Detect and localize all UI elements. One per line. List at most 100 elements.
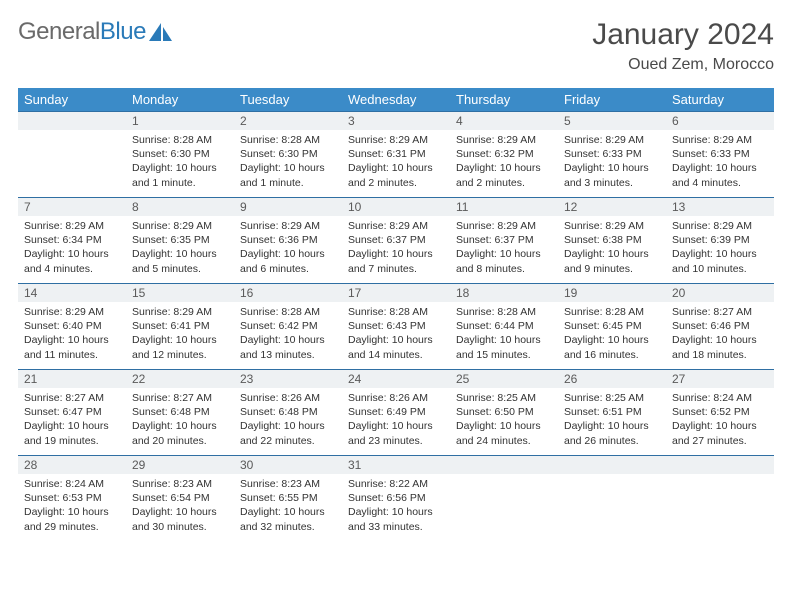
sunset-line: Sunset: 6:53 PM (24, 491, 120, 505)
calendar-cell: 4Sunrise: 8:29 AMSunset: 6:32 PMDaylight… (450, 111, 558, 197)
logo-text-gray: General (18, 18, 100, 46)
sunrise-line: Sunrise: 8:29 AM (672, 219, 768, 233)
calendar-cell: 22Sunrise: 8:27 AMSunset: 6:48 PMDayligh… (126, 369, 234, 455)
calendar-cell: 8Sunrise: 8:29 AMSunset: 6:35 PMDaylight… (126, 197, 234, 283)
location: Oued Zem, Morocco (592, 56, 774, 74)
daylight-line: Daylight: 10 hours and 32 minutes. (240, 505, 336, 533)
daylight-line: Daylight: 10 hours and 30 minutes. (132, 505, 228, 533)
sunrise-line: Sunrise: 8:28 AM (456, 305, 552, 319)
daylight-line: Daylight: 10 hours and 19 minutes. (24, 419, 120, 447)
sunrise-line: Sunrise: 8:29 AM (348, 133, 444, 147)
day-content: Sunrise: 8:29 AMSunset: 6:33 PMDaylight:… (666, 130, 774, 194)
calendar-cell (450, 455, 558, 541)
day-number: 24 (342, 369, 450, 388)
sunrise-line: Sunrise: 8:29 AM (24, 305, 120, 319)
calendar-cell: 6Sunrise: 8:29 AMSunset: 6:33 PMDaylight… (666, 111, 774, 197)
calendar-row: 1Sunrise: 8:28 AMSunset: 6:30 PMDaylight… (18, 111, 774, 197)
calendar-cell: 29Sunrise: 8:23 AMSunset: 6:54 PMDayligh… (126, 455, 234, 541)
day-header: Thursday (450, 88, 558, 111)
sunrise-line: Sunrise: 8:29 AM (132, 219, 228, 233)
sunrise-line: Sunrise: 8:27 AM (24, 391, 120, 405)
day-header: Tuesday (234, 88, 342, 111)
daylight-line: Daylight: 10 hours and 11 minutes. (24, 333, 120, 361)
daylight-line: Daylight: 10 hours and 33 minutes. (348, 505, 444, 533)
sunset-line: Sunset: 6:38 PM (564, 233, 660, 247)
logo-sail-icon (148, 21, 174, 43)
daylight-line: Daylight: 10 hours and 13 minutes. (240, 333, 336, 361)
daylight-line: Daylight: 10 hours and 24 minutes. (456, 419, 552, 447)
daylight-line: Daylight: 10 hours and 23 minutes. (348, 419, 444, 447)
day-number: 17 (342, 283, 450, 302)
sunset-line: Sunset: 6:39 PM (672, 233, 768, 247)
sunrise-line: Sunrise: 8:28 AM (132, 133, 228, 147)
calendar-cell: 7Sunrise: 8:29 AMSunset: 6:34 PMDaylight… (18, 197, 126, 283)
day-number: 20 (666, 283, 774, 302)
sunrise-line: Sunrise: 8:29 AM (564, 133, 660, 147)
month-title: January 2024 (592, 18, 774, 52)
sunset-line: Sunset: 6:42 PM (240, 319, 336, 333)
sunset-line: Sunset: 6:30 PM (132, 147, 228, 161)
sunset-line: Sunset: 6:37 PM (348, 233, 444, 247)
day-content: Sunrise: 8:23 AMSunset: 6:55 PMDaylight:… (234, 474, 342, 538)
daylight-line: Daylight: 10 hours and 15 minutes. (456, 333, 552, 361)
calendar-cell: 16Sunrise: 8:28 AMSunset: 6:42 PMDayligh… (234, 283, 342, 369)
calendar-cell: 9Sunrise: 8:29 AMSunset: 6:36 PMDaylight… (234, 197, 342, 283)
calendar-header-row: SundayMondayTuesdayWednesdayThursdayFrid… (18, 88, 774, 111)
day-header: Sunday (18, 88, 126, 111)
calendar-cell: 23Sunrise: 8:26 AMSunset: 6:48 PMDayligh… (234, 369, 342, 455)
daylight-line: Daylight: 10 hours and 27 minutes. (672, 419, 768, 447)
day-number: 16 (234, 283, 342, 302)
sunset-line: Sunset: 6:52 PM (672, 405, 768, 419)
day-content: Sunrise: 8:29 AMSunset: 6:35 PMDaylight:… (126, 216, 234, 280)
calendar-cell: 1Sunrise: 8:28 AMSunset: 6:30 PMDaylight… (126, 111, 234, 197)
calendar-cell: 30Sunrise: 8:23 AMSunset: 6:55 PMDayligh… (234, 455, 342, 541)
sunrise-line: Sunrise: 8:22 AM (348, 477, 444, 491)
day-number: 29 (126, 455, 234, 474)
sunrise-line: Sunrise: 8:29 AM (672, 133, 768, 147)
daylight-line: Daylight: 10 hours and 1 minute. (132, 161, 228, 189)
day-number: 14 (18, 283, 126, 302)
daylight-line: Daylight: 10 hours and 6 minutes. (240, 247, 336, 275)
sunset-line: Sunset: 6:43 PM (348, 319, 444, 333)
day-content: Sunrise: 8:28 AMSunset: 6:42 PMDaylight:… (234, 302, 342, 366)
day-number (450, 455, 558, 474)
day-number: 21 (18, 369, 126, 388)
day-content: Sunrise: 8:22 AMSunset: 6:56 PMDaylight:… (342, 474, 450, 538)
calendar-cell: 5Sunrise: 8:29 AMSunset: 6:33 PMDaylight… (558, 111, 666, 197)
calendar-cell: 26Sunrise: 8:25 AMSunset: 6:51 PMDayligh… (558, 369, 666, 455)
sunrise-line: Sunrise: 8:24 AM (672, 391, 768, 405)
calendar-cell: 28Sunrise: 8:24 AMSunset: 6:53 PMDayligh… (18, 455, 126, 541)
day-number: 30 (234, 455, 342, 474)
sunset-line: Sunset: 6:49 PM (348, 405, 444, 419)
day-content: Sunrise: 8:29 AMSunset: 6:40 PMDaylight:… (18, 302, 126, 366)
sunrise-line: Sunrise: 8:29 AM (240, 219, 336, 233)
calendar-row: 21Sunrise: 8:27 AMSunset: 6:47 PMDayligh… (18, 369, 774, 455)
calendar-cell (18, 111, 126, 197)
calendar-cell: 2Sunrise: 8:28 AMSunset: 6:30 PMDaylight… (234, 111, 342, 197)
daylight-line: Daylight: 10 hours and 1 minute. (240, 161, 336, 189)
sunset-line: Sunset: 6:40 PM (24, 319, 120, 333)
daylight-line: Daylight: 10 hours and 2 minutes. (348, 161, 444, 189)
sunset-line: Sunset: 6:33 PM (564, 147, 660, 161)
sunset-line: Sunset: 6:54 PM (132, 491, 228, 505)
day-content: Sunrise: 8:25 AMSunset: 6:50 PMDaylight:… (450, 388, 558, 452)
day-header: Friday (558, 88, 666, 111)
day-number: 8 (126, 197, 234, 216)
daylight-line: Daylight: 10 hours and 12 minutes. (132, 333, 228, 361)
day-header: Saturday (666, 88, 774, 111)
daylight-line: Daylight: 10 hours and 14 minutes. (348, 333, 444, 361)
sunrise-line: Sunrise: 8:29 AM (348, 219, 444, 233)
sunrise-line: Sunrise: 8:27 AM (132, 391, 228, 405)
day-number: 10 (342, 197, 450, 216)
day-number: 18 (450, 283, 558, 302)
sunrise-line: Sunrise: 8:29 AM (456, 133, 552, 147)
calendar-cell: 31Sunrise: 8:22 AMSunset: 6:56 PMDayligh… (342, 455, 450, 541)
day-number: 26 (558, 369, 666, 388)
day-content: Sunrise: 8:29 AMSunset: 6:41 PMDaylight:… (126, 302, 234, 366)
calendar-cell: 13Sunrise: 8:29 AMSunset: 6:39 PMDayligh… (666, 197, 774, 283)
calendar-cell: 15Sunrise: 8:29 AMSunset: 6:41 PMDayligh… (126, 283, 234, 369)
sunset-line: Sunset: 6:48 PM (240, 405, 336, 419)
daylight-line: Daylight: 10 hours and 16 minutes. (564, 333, 660, 361)
calendar-row: 28Sunrise: 8:24 AMSunset: 6:53 PMDayligh… (18, 455, 774, 541)
day-number: 5 (558, 111, 666, 130)
